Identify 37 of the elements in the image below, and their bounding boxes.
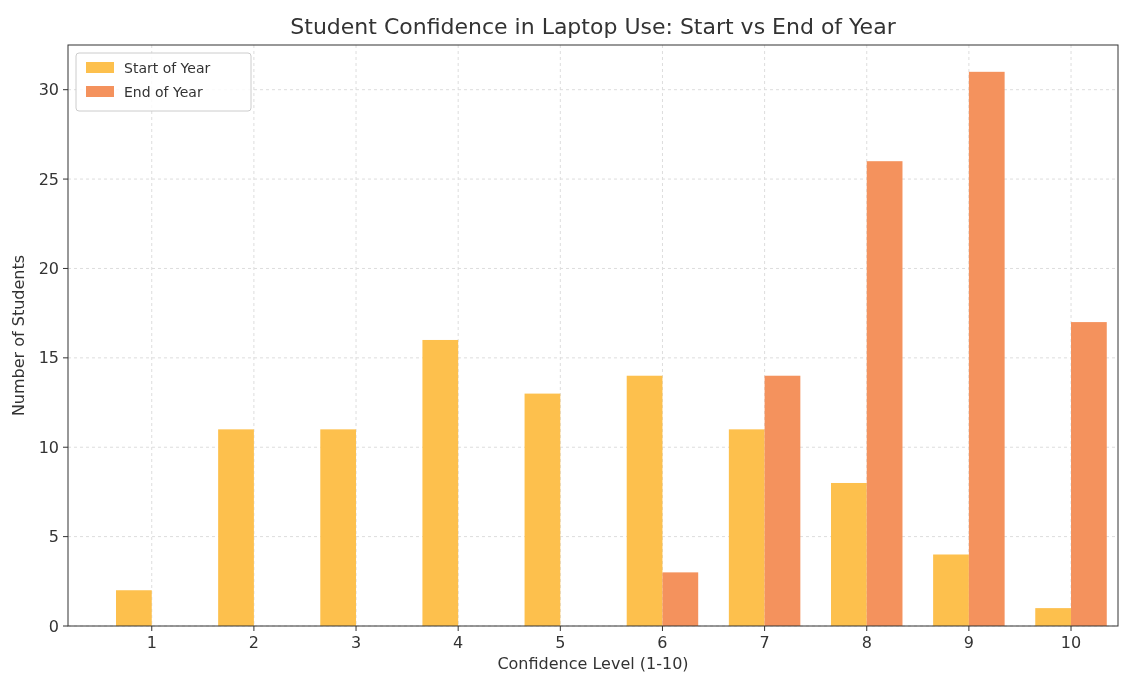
bar: [116, 590, 152, 626]
x-tick-label: 2: [248, 633, 259, 652]
bar: [830, 482, 867, 626]
bar: [764, 375, 801, 626]
bar: [218, 429, 254, 626]
bar: [320, 429, 357, 626]
y-tick-label: 0: [48, 616, 59, 636]
bar: [866, 161, 903, 626]
x-tick-label: 7: [759, 633, 770, 652]
y-tick-label: 20: [38, 259, 59, 279]
y-tick-label: 25: [38, 169, 59, 189]
bar: [422, 339, 459, 626]
chart-title: Student Confidence in Laptop Use: Start vs End of Year: [290, 14, 897, 39]
x-tick-label: 9: [963, 633, 974, 652]
x-tick-label: 5: [555, 633, 566, 652]
y-tick-label: 15: [38, 348, 59, 368]
legend-label: End of Year: [124, 83, 203, 100]
x-tick-label: 8: [861, 633, 872, 652]
bar: [728, 429, 765, 626]
y-tick-label: 30: [38, 80, 59, 100]
x-tick-label: 10: [1060, 633, 1082, 652]
x-axis-title: Confidence Level (1-10): [497, 654, 689, 673]
bar: [626, 375, 663, 626]
x-tick-label: 3: [350, 633, 362, 652]
bar: [933, 554, 969, 626]
bar: [662, 572, 699, 626]
bar: [524, 393, 561, 626]
bar: [968, 71, 1005, 626]
legend-label: Start of Year: [124, 59, 211, 76]
bar: [1035, 608, 1072, 626]
x-tick-label: 4: [453, 633, 464, 652]
x-tick-label: 6: [657, 633, 668, 652]
y-axis-title: Number of Students: [9, 254, 28, 417]
y-tick-label: 10: [38, 437, 59, 457]
bar: [1071, 322, 1107, 626]
x-tick-label: 1: [146, 633, 157, 652]
y-tick-label: 5: [48, 527, 59, 547]
